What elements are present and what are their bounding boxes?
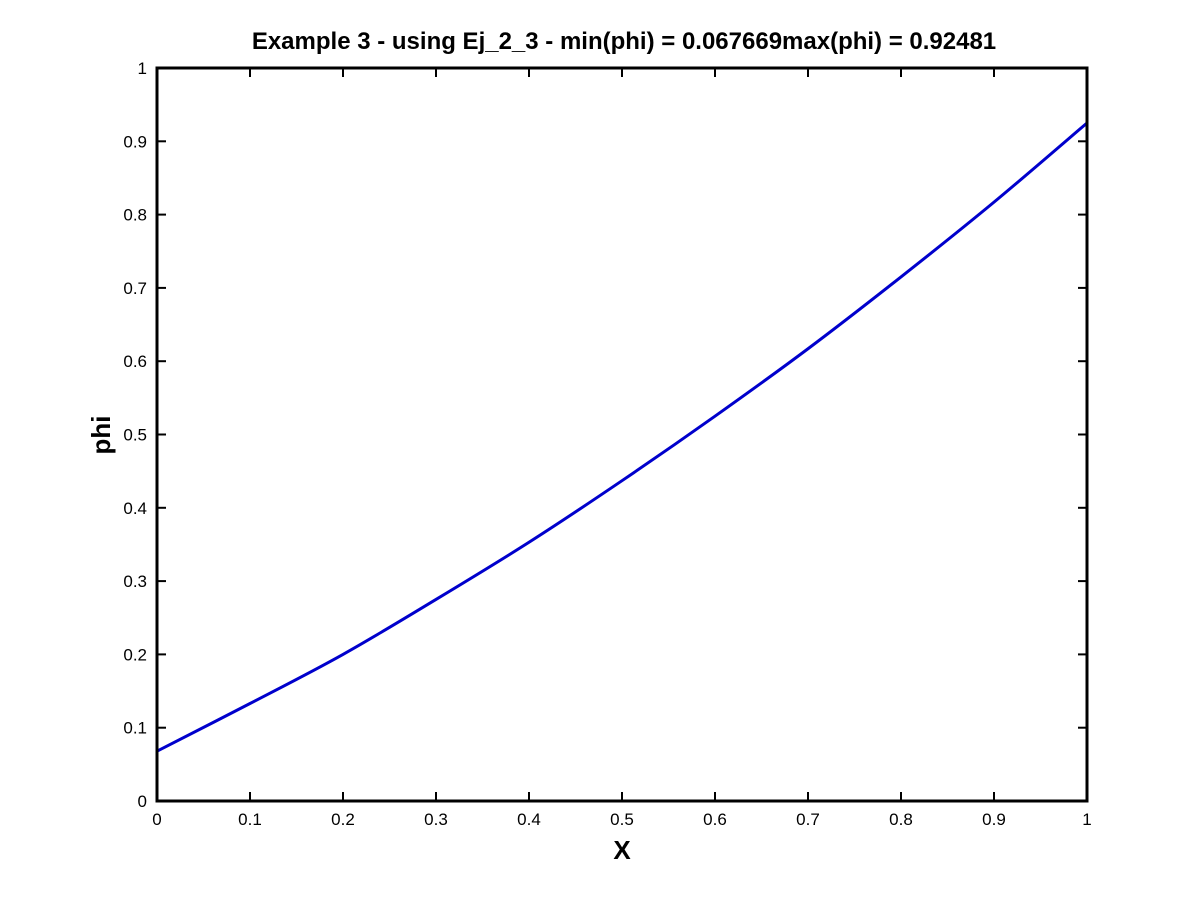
y-tick-label: 0.2: [123, 645, 147, 664]
y-tick-label: 0.6: [123, 352, 147, 371]
y-tick-label: 0.7: [123, 279, 147, 298]
x-tick-label: 0: [152, 810, 161, 829]
y-tick-label: 0.8: [123, 206, 147, 225]
x-tick-label: 1: [1082, 810, 1091, 829]
x-tick-label: 0.7: [796, 810, 820, 829]
series-line-0: [156, 121, 1088, 753]
y-tick-label: 0.5: [123, 426, 147, 445]
y-tick-label: 0.9: [123, 132, 147, 151]
x-tick-label: 0.4: [517, 810, 541, 829]
x-tick-label: 0.1: [238, 810, 262, 829]
y-tick-label: 0.3: [123, 572, 147, 591]
y-tick-label: 0.1: [123, 719, 147, 738]
y-tick-label: 0: [138, 792, 147, 811]
x-axis-label: X: [613, 835, 631, 865]
x-tick-label: 0.9: [982, 810, 1006, 829]
chart-title: Example 3 - using Ej_2_3 - min(phi) = 0.…: [252, 28, 996, 55]
y-axis-label: phi: [86, 416, 116, 455]
series-layer: [156, 121, 1088, 753]
x-tick-label: 0.6: [703, 810, 727, 829]
x-tick-label: 0.2: [331, 810, 355, 829]
x-tick-label: 0.3: [424, 810, 448, 829]
y-tick-label: 1: [138, 59, 147, 78]
plot-area: [157, 68, 1087, 801]
x-tick-label: 0.5: [610, 810, 634, 829]
plot-frame: [155, 66, 1089, 803]
y-tick-label: 0.4: [123, 499, 147, 518]
x-tick-label: 0.8: [889, 810, 913, 829]
tick-labels-layer: 0 0.1 0.2 0.3 0.4 0.5 0.6 0.7 0.8 0.9 1 0 0.1 0.2 0.3 0…: [123, 59, 1091, 829]
